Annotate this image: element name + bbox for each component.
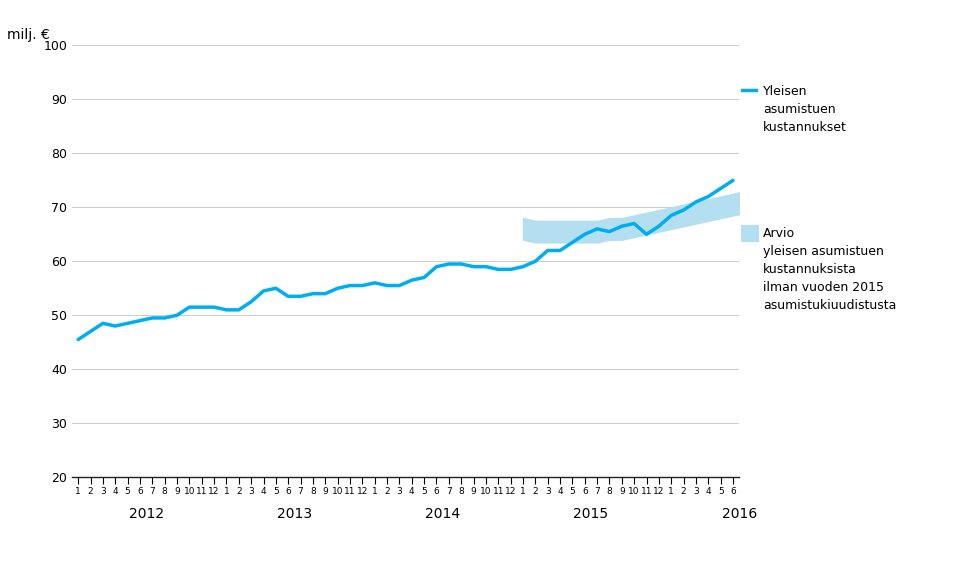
Y-axis label: milj. €: milj. € — [8, 28, 50, 42]
Text: 2016: 2016 — [722, 507, 756, 521]
Text: 2015: 2015 — [573, 507, 609, 521]
Text: 2012: 2012 — [129, 507, 164, 521]
Text: 2013: 2013 — [276, 507, 312, 521]
Text: Arvio
yleisen asumistuen
kustannuksista
ilman vuoden 2015
asumistukiuudistusta: Arvio yleisen asumistuen kustannuksista … — [763, 227, 897, 312]
Text: Yleisen
asumistuen
kustannukset: Yleisen asumistuen kustannukset — [763, 85, 847, 134]
Text: 2014: 2014 — [425, 507, 460, 521]
